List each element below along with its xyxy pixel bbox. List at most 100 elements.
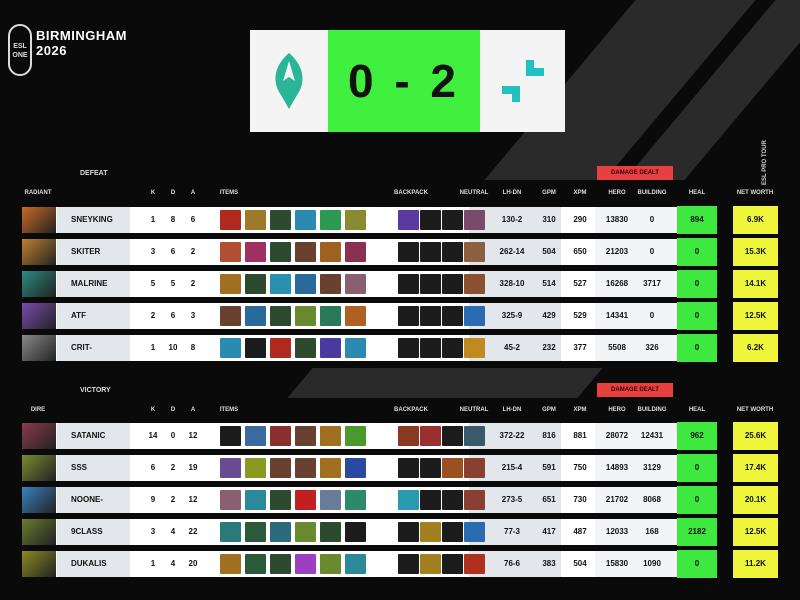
player-row[interactable]: ATF 2 6 3 325-9 429 529 14341 0 0 12.5K: [22, 302, 778, 330]
item-slot[interactable]: [245, 338, 266, 358]
backpack-slot[interactable]: [420, 426, 441, 446]
player-row[interactable]: SKITER 3 6 2 262-14 504 650 21203 0 0 15.3K: [22, 238, 778, 266]
player-row[interactable]: SSS 6 2 19 215-4 591 750 14893 3129 0 17.4K: [22, 454, 778, 482]
item-slot[interactable]: [295, 522, 316, 542]
item-slot[interactable]: [220, 242, 241, 262]
backpack-slot[interactable]: [398, 458, 419, 478]
item-slot[interactable]: [245, 490, 266, 510]
backpack-slot[interactable]: [398, 490, 419, 510]
item-slot[interactable]: [320, 458, 341, 478]
neutral-item-slot[interactable]: [464, 338, 485, 358]
item-slot[interactable]: [220, 306, 241, 326]
backpack-slot[interactable]: [398, 522, 419, 542]
backpack-slot[interactable]: [420, 554, 441, 574]
neutral-item-slot[interactable]: [464, 426, 485, 446]
item-slot[interactable]: [220, 522, 241, 542]
item-slot[interactable]: [245, 306, 266, 326]
backpack-slot[interactable]: [398, 554, 419, 574]
item-slot[interactable]: [295, 554, 316, 574]
backpack-slot[interactable]: [442, 242, 463, 262]
player-row[interactable]: SNEYKING 1 8 6 130-2 310 290 13830 0 894 6.9K: [22, 206, 778, 234]
item-slot[interactable]: [220, 338, 241, 358]
item-slot[interactable]: [245, 458, 266, 478]
item-slot[interactable]: [345, 306, 366, 326]
backpack-slot[interactable]: [442, 490, 463, 510]
item-slot[interactable]: [320, 306, 341, 326]
backpack-slot[interactable]: [398, 274, 419, 294]
backpack-slot[interactable]: [442, 522, 463, 542]
item-slot[interactable]: [320, 338, 341, 358]
backpack-slot[interactable]: [442, 458, 463, 478]
item-slot[interactable]: [320, 426, 341, 446]
item-slot[interactable]: [345, 426, 366, 446]
item-slot[interactable]: [345, 210, 366, 230]
backpack-slot[interactable]: [442, 338, 463, 358]
neutral-item-slot[interactable]: [464, 490, 485, 510]
item-slot[interactable]: [245, 242, 266, 262]
item-slot[interactable]: [320, 274, 341, 294]
item-slot[interactable]: [220, 490, 241, 510]
backpack-slot[interactable]: [420, 338, 441, 358]
neutral-item-slot[interactable]: [464, 242, 485, 262]
neutral-item-slot[interactable]: [464, 274, 485, 294]
player-row[interactable]: NOONE- 9 2 12 273-5 651 730 21702 8068 0 20.1K: [22, 486, 778, 514]
item-slot[interactable]: [245, 522, 266, 542]
item-slot[interactable]: [345, 490, 366, 510]
player-row[interactable]: SATANIC 14 0 12 372-22 816 881 28072 12431 962 25…: [22, 422, 778, 450]
item-slot[interactable]: [320, 490, 341, 510]
item-slot[interactable]: [270, 338, 291, 358]
item-slot[interactable]: [320, 522, 341, 542]
item-slot[interactable]: [295, 338, 316, 358]
item-slot[interactable]: [320, 210, 341, 230]
item-slot[interactable]: [345, 554, 366, 574]
backpack-slot[interactable]: [420, 458, 441, 478]
backpack-slot[interactable]: [398, 426, 419, 446]
item-slot[interactable]: [270, 490, 291, 510]
neutral-item-slot[interactable]: [464, 522, 485, 542]
item-slot[interactable]: [345, 522, 366, 542]
neutral-item-slot[interactable]: [464, 210, 485, 230]
backpack-slot[interactable]: [442, 426, 463, 446]
backpack-slot[interactable]: [420, 210, 441, 230]
item-slot[interactable]: [320, 242, 341, 262]
item-slot[interactable]: [245, 554, 266, 574]
item-slot[interactable]: [220, 426, 241, 446]
item-slot[interactable]: [220, 554, 241, 574]
item-slot[interactable]: [270, 554, 291, 574]
backpack-slot[interactable]: [420, 242, 441, 262]
item-slot[interactable]: [295, 458, 316, 478]
item-slot[interactable]: [245, 426, 266, 446]
item-slot[interactable]: [220, 274, 241, 294]
player-row[interactable]: CRIT- 1 10 8 45-2 232 377 5508 326 0 6.2K: [22, 334, 778, 362]
item-slot[interactable]: [270, 522, 291, 542]
item-slot[interactable]: [220, 458, 241, 478]
item-slot[interactable]: [270, 242, 291, 262]
item-slot[interactable]: [270, 274, 291, 294]
item-slot[interactable]: [295, 210, 316, 230]
backpack-slot[interactable]: [442, 274, 463, 294]
backpack-slot[interactable]: [442, 554, 463, 574]
player-row[interactable]: MALRINE 5 5 2 328-10 514 527 16268 3717 0 14.1K: [22, 270, 778, 298]
player-row[interactable]: DUKALIS 1 4 20 76-6 383 504 15830 1090 0 11.2K: [22, 550, 778, 578]
player-row[interactable]: 9CLASS 3 4 22 77-3 417 487 12033 168 2182 12.5K: [22, 518, 778, 546]
item-slot[interactable]: [270, 426, 291, 446]
backpack-slot[interactable]: [420, 490, 441, 510]
item-slot[interactable]: [270, 458, 291, 478]
backpack-slot[interactable]: [442, 210, 463, 230]
backpack-slot[interactable]: [420, 522, 441, 542]
item-slot[interactable]: [295, 242, 316, 262]
item-slot[interactable]: [220, 210, 241, 230]
item-slot[interactable]: [295, 490, 316, 510]
item-slot[interactable]: [270, 306, 291, 326]
neutral-item-slot[interactable]: [464, 306, 485, 326]
backpack-slot[interactable]: [442, 306, 463, 326]
backpack-slot[interactable]: [398, 338, 419, 358]
backpack-slot[interactable]: [398, 306, 419, 326]
item-slot[interactable]: [345, 338, 366, 358]
item-slot[interactable]: [345, 274, 366, 294]
neutral-item-slot[interactable]: [464, 554, 485, 574]
item-slot[interactable]: [245, 274, 266, 294]
backpack-slot[interactable]: [398, 242, 419, 262]
backpack-slot[interactable]: [398, 210, 419, 230]
backpack-slot[interactable]: [420, 306, 441, 326]
